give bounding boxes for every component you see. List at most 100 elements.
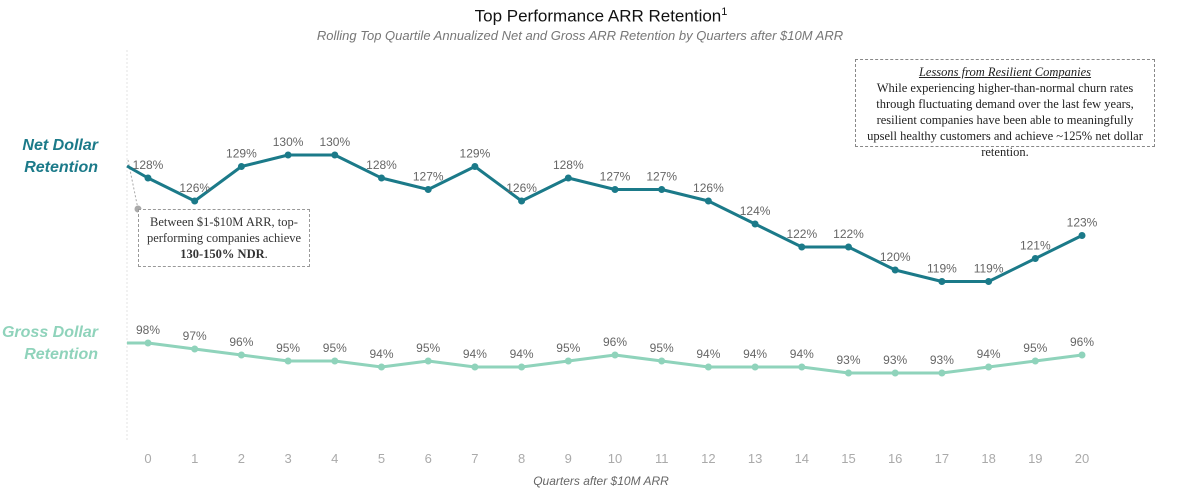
net-data-label-2: 129% <box>226 147 257 161</box>
gross-data-label-4: 95% <box>323 341 347 355</box>
net-data-label-11: 127% <box>646 170 677 184</box>
gross-data-label-3: 95% <box>276 341 300 355</box>
gross-point-6 <box>424 357 432 365</box>
x-tick-label-16: 16 <box>888 451 902 466</box>
gross-data-label-11: 95% <box>650 341 674 355</box>
x-tick-label-18: 18 <box>981 451 995 466</box>
net-point-4 <box>331 151 339 159</box>
x-tick-label-4: 4 <box>331 451 338 466</box>
net-point-11 <box>658 186 666 193</box>
x-tick-label-7: 7 <box>471 451 478 466</box>
gross-retention-label: Gross Dollar Retention <box>0 322 98 366</box>
net-data-label-15: 122% <box>833 227 864 241</box>
gross-point-14 <box>798 363 806 371</box>
chart-subtitle: Rolling Top Quartile Annualized Net and … <box>316 28 844 43</box>
x-tick-label-11: 11 <box>655 451 669 466</box>
x-tick-label-3: 3 <box>284 451 291 466</box>
net-data-label-12: 126% <box>693 181 724 195</box>
net-data-label-7: 129% <box>460 147 491 161</box>
net-point-19 <box>1031 255 1039 262</box>
net-point-16 <box>891 266 899 274</box>
gross-point-11 <box>658 357 666 365</box>
gross-point-12 <box>704 363 712 371</box>
x-tick-label-1: 1 <box>191 451 198 466</box>
net-point-8 <box>518 197 526 205</box>
net-point-9 <box>564 174 572 182</box>
net-point-17 <box>938 278 946 285</box>
net-data-label-19: 121% <box>1020 239 1051 253</box>
net-point-12 <box>704 197 712 205</box>
gross-point-8 <box>518 363 526 371</box>
x-tick-label-13: 13 <box>748 451 762 466</box>
gross-data-label-13: 94% <box>743 347 767 361</box>
ndr-callout: Between $1-$10M ARR, top-performing comp… <box>138 209 310 267</box>
x-tick-label-19: 19 <box>1028 451 1042 466</box>
net-label-line1: Net Dollar <box>22 137 98 154</box>
x-tick-label-0: 0 <box>144 451 151 466</box>
gross-point-18 <box>985 363 993 371</box>
net-label-line2: Retention <box>24 159 98 176</box>
gross-data-label-19: 95% <box>1023 341 1047 355</box>
net-data-label-6: 127% <box>413 170 444 184</box>
callout-text: Between $1-$10M ARR, top-performing comp… <box>146 215 302 245</box>
net-point-2 <box>237 163 245 170</box>
net-data-label-13: 124% <box>740 204 771 218</box>
net-point-1 <box>191 197 199 205</box>
gross-data-label-10: 96% <box>603 335 627 349</box>
gross-point-17 <box>938 369 946 377</box>
net-data-label-4: 130% <box>319 135 350 149</box>
net-data-label-16: 120% <box>880 250 911 264</box>
net-data-label-9: 128% <box>553 158 584 172</box>
gross-point-9 <box>564 357 572 365</box>
chart-title-text: Top Performance ARR Retention <box>474 6 722 26</box>
gross-point-2 <box>237 351 245 359</box>
gross-data-label-20: 96% <box>1070 335 1094 349</box>
gross-data-label-5: 94% <box>369 347 393 361</box>
net-data-label-8: 126% <box>506 181 537 195</box>
net-point-0 <box>144 174 152 182</box>
net-point-3 <box>284 151 292 159</box>
gross-data-label-16: 93% <box>883 353 907 367</box>
x-tick-label-5: 5 <box>378 451 385 466</box>
gross-point-0 <box>144 339 152 347</box>
net-point-5 <box>378 174 385 182</box>
net-data-label-5: 128% <box>366 158 397 172</box>
x-tick-label-12: 12 <box>701 451 715 466</box>
gross-point-10 <box>611 351 619 359</box>
lessons-heading: Lessons from Resilient Companies <box>918 65 1092 79</box>
chart-title: Top Performance ARR Retention1 <box>0 6 1202 27</box>
gross-data-label-15: 93% <box>836 353 860 367</box>
gross-data-label-17: 93% <box>930 353 954 367</box>
gross-data-label-1: 97% <box>183 329 207 343</box>
callout-bold: 130-150% NDR <box>180 247 265 261</box>
gross-point-1 <box>191 345 199 353</box>
gross-point-7 <box>471 363 479 371</box>
gross-data-label-9: 95% <box>556 341 580 355</box>
x-tick-label-10: 10 <box>608 451 622 466</box>
net-data-label-17: 119% <box>927 262 957 276</box>
x-tick-label-6: 6 <box>425 451 432 466</box>
gross-point-19 <box>1031 357 1039 365</box>
net-data-label-3: 130% <box>273 135 304 149</box>
x-tick-label-20: 20 <box>1075 451 1089 466</box>
gross-point-5 <box>378 363 385 371</box>
net-data-label-10: 127% <box>600 170 631 184</box>
gross-data-label-2: 96% <box>229 335 253 349</box>
callout-end: . <box>264 247 268 261</box>
gross-point-13 <box>751 363 759 371</box>
net-point-7 <box>471 163 479 170</box>
lessons-box: Lessons from Resilient Companies While e… <box>855 59 1155 159</box>
gross-point-16 <box>891 369 899 377</box>
net-point-18 <box>985 278 993 285</box>
x-tick-label-9: 9 <box>565 451 572 466</box>
net-point-10 <box>611 186 619 193</box>
net-point-20 <box>1078 232 1086 239</box>
gross-label-line2: Retention <box>24 346 98 363</box>
net-point-6 <box>424 186 432 193</box>
title-footnote-marker: 1 <box>721 6 728 18</box>
gross-label-line1: Gross Dollar <box>1 324 98 341</box>
gross-data-label-14: 94% <box>790 347 814 361</box>
net-series-line <box>126 153 1083 283</box>
net-point-13 <box>751 220 759 228</box>
